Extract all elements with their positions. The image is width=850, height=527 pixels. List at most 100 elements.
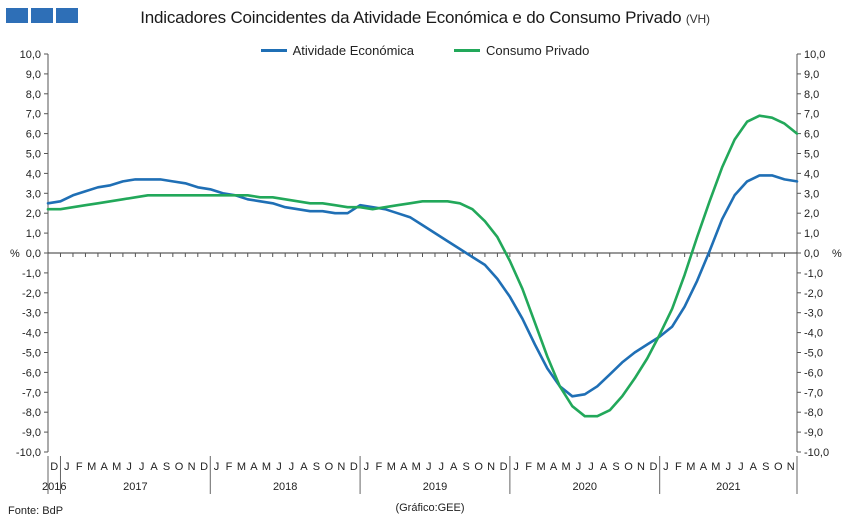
y-tick-label-left: -8,0 bbox=[22, 407, 41, 419]
x-month-label: M bbox=[412, 461, 421, 473]
series-line-consumo-privado bbox=[46, 114, 799, 418]
x-month-label: S bbox=[612, 461, 619, 473]
y-tick-label-right: 2,0 bbox=[804, 208, 819, 220]
y-tick-label-right: -7,0 bbox=[804, 387, 823, 399]
y-tick-label-left: 1,0 bbox=[26, 228, 41, 240]
x-month-label: D bbox=[649, 461, 657, 473]
chart-title-text: Indicadores Coincidentes da Atividade Ec… bbox=[140, 8, 682, 27]
legend-item-atividade: Atividade Económica bbox=[260, 43, 415, 58]
y-tick-label-right: 3,0 bbox=[804, 188, 819, 200]
x-month-label: J bbox=[289, 461, 295, 473]
x-month-label: A bbox=[150, 461, 158, 473]
x-month-label: A bbox=[300, 461, 308, 473]
x-month-label: M bbox=[561, 461, 570, 473]
x-month-label: N bbox=[188, 461, 196, 473]
y-tick-label-right: -3,0 bbox=[804, 308, 823, 320]
y-tick-label-left: 9,0 bbox=[26, 69, 41, 81]
x-month-label: D bbox=[200, 461, 208, 473]
x-month-label: S bbox=[313, 461, 320, 473]
source-note: Fonte: BdP bbox=[8, 505, 64, 517]
y-tick-label-left: 0,0 bbox=[26, 248, 41, 260]
x-month-label: O bbox=[774, 461, 783, 473]
legend-item-consumo: Consumo Privado bbox=[454, 43, 589, 58]
logo-block bbox=[6, 8, 28, 23]
y-tick-label-right: -6,0 bbox=[804, 367, 823, 379]
y-tick-label-left: -10,0 bbox=[16, 447, 41, 459]
x-month-label: F bbox=[375, 461, 382, 473]
x-month-label: N bbox=[337, 461, 345, 473]
x-month-label: O bbox=[175, 461, 184, 473]
x-month-label: M bbox=[711, 461, 720, 473]
y-tick-label-left: -1,0 bbox=[22, 268, 41, 280]
x-month-label: A bbox=[700, 461, 708, 473]
y-tick-label-right: 0,0 bbox=[804, 248, 819, 260]
y-tick-label-right: -10,0 bbox=[804, 447, 829, 459]
x-month-label: D bbox=[50, 461, 58, 473]
y-tick-label-left: 2,0 bbox=[26, 208, 41, 220]
x-month-label: N bbox=[787, 461, 795, 473]
y-tick-label-left: -2,0 bbox=[22, 288, 41, 300]
y-tick-label-right: -9,0 bbox=[804, 427, 823, 439]
x-month-label: J bbox=[276, 461, 282, 473]
x-month-label: A bbox=[250, 461, 258, 473]
x-year-label: 2017 bbox=[123, 481, 147, 493]
x-month-label: J bbox=[738, 461, 744, 473]
x-month-label: J bbox=[64, 461, 70, 473]
series-line-atividade-economica bbox=[46, 174, 799, 398]
x-year-label: 2018 bbox=[273, 481, 297, 493]
x-year-label: 2016 bbox=[42, 481, 66, 493]
x-year-label: 2019 bbox=[423, 481, 447, 493]
y-tick-label-right: 7,0 bbox=[804, 109, 819, 121]
y-tick-label-right: 10,0 bbox=[804, 49, 825, 61]
y-axis-unit-right: % bbox=[832, 248, 842, 260]
y-tick-label-left: -7,0 bbox=[22, 387, 41, 399]
y-tick-label-right: -2,0 bbox=[804, 288, 823, 300]
x-month-label: A bbox=[600, 461, 608, 473]
x-month-label: A bbox=[750, 461, 758, 473]
x-month-label: F bbox=[76, 461, 83, 473]
y-tick-label-right: 9,0 bbox=[804, 69, 819, 81]
x-month-label: J bbox=[513, 461, 519, 473]
x-month-label: M bbox=[87, 461, 96, 473]
x-month-label: A bbox=[550, 461, 558, 473]
y-tick-label-right: -5,0 bbox=[804, 348, 823, 360]
y-axis-unit-left: % bbox=[10, 248, 20, 260]
y-tick-label-right: 6,0 bbox=[804, 129, 819, 141]
x-year-label: 2021 bbox=[716, 481, 740, 493]
x-month-label: J bbox=[438, 461, 444, 473]
chart-title: Indicadores Coincidentes da Atividade Ec… bbox=[0, 8, 850, 28]
x-month-label: N bbox=[487, 461, 495, 473]
x-month-label: J bbox=[126, 461, 132, 473]
y-tick-label-left: -6,0 bbox=[22, 367, 41, 379]
legend-swatch bbox=[260, 49, 287, 52]
x-month-label: S bbox=[762, 461, 769, 473]
y-tick-label-left: 4,0 bbox=[26, 168, 41, 180]
x-month-label: J bbox=[588, 461, 594, 473]
x-month-label: A bbox=[400, 461, 408, 473]
x-month-label: M bbox=[387, 461, 396, 473]
logo-block bbox=[56, 8, 78, 23]
x-month-label: O bbox=[474, 461, 483, 473]
x-month-label: O bbox=[325, 461, 334, 473]
y-tick-label-left: 8,0 bbox=[26, 89, 41, 101]
legend-label: Atividade Económica bbox=[292, 43, 415, 58]
y-tick-label-left: 10,0 bbox=[20, 49, 41, 61]
logo-block bbox=[31, 8, 53, 23]
x-month-label: S bbox=[163, 461, 170, 473]
chart-title-suffix: (VH) bbox=[685, 12, 710, 26]
x-month-label: M bbox=[112, 461, 121, 473]
x-month-label: M bbox=[537, 461, 546, 473]
y-tick-label-left: 6,0 bbox=[26, 129, 41, 141]
y-tick-label-right: 8,0 bbox=[804, 89, 819, 101]
y-tick-label-left: -9,0 bbox=[22, 427, 41, 439]
gee-logo bbox=[6, 8, 78, 23]
x-month-label: N bbox=[637, 461, 645, 473]
y-tick-label-left: 3,0 bbox=[26, 188, 41, 200]
x-month-label: M bbox=[686, 461, 695, 473]
legend-label: Consumo Privado bbox=[486, 43, 590, 58]
y-tick-label-left: 5,0 bbox=[26, 149, 41, 161]
x-month-label: A bbox=[101, 461, 109, 473]
x-month-label: D bbox=[500, 461, 508, 473]
x-month-label: J bbox=[726, 461, 732, 473]
